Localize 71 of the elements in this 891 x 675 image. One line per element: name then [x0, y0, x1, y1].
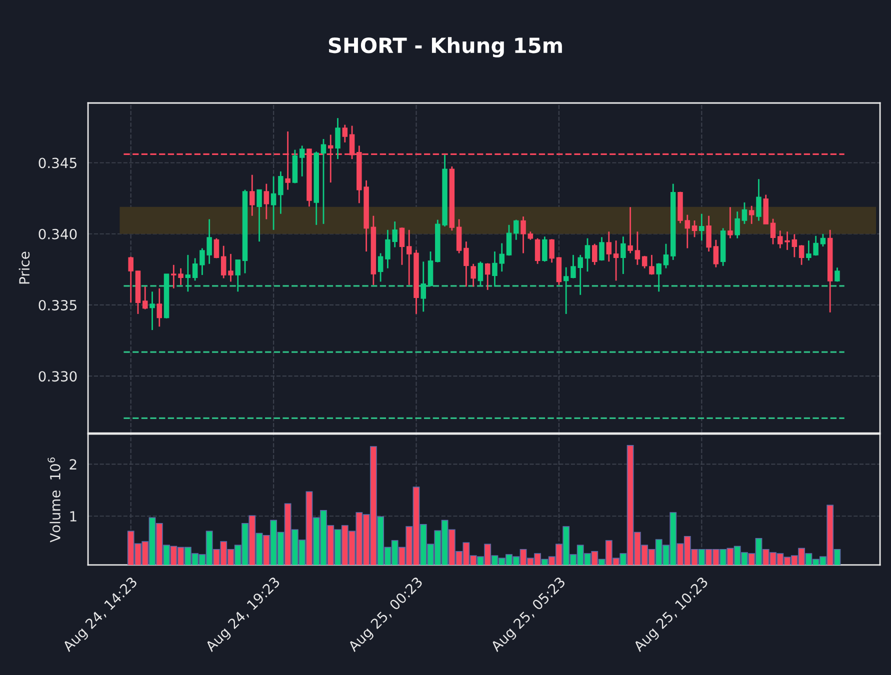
- candlestick: [514, 219, 519, 241]
- candlestick: [220, 245, 226, 279]
- candlestick: [706, 215, 712, 252]
- candlestick: [748, 205, 754, 225]
- candlestick: [834, 266, 840, 282]
- candlestick: [642, 255, 648, 269]
- candlestick: [634, 230, 640, 266]
- candlestick: [464, 240, 469, 288]
- candlestick: [584, 238, 590, 272]
- candlestick: [228, 253, 234, 282]
- y-tick-label: 0.335: [38, 300, 76, 310]
- candlestick: [235, 259, 240, 292]
- candlestick: [542, 236, 548, 262]
- candlestick: [820, 233, 826, 248]
- candlestick: [470, 263, 476, 288]
- candlestick: [506, 224, 512, 256]
- candlestick: [335, 117, 340, 160]
- candlestick: [592, 243, 598, 266]
- candlestick: [798, 244, 804, 266]
- candlestick: [613, 240, 619, 282]
- candlestick: [606, 230, 612, 262]
- candlestick: [620, 236, 626, 275]
- candlestick: [792, 233, 798, 258]
- y-tick-label: 2: [70, 459, 76, 470]
- candlestick: [250, 174, 255, 216]
- candlestick: [278, 170, 284, 215]
- candlestick: [728, 206, 733, 239]
- candlestick: [770, 218, 776, 245]
- candlestick: [713, 239, 719, 268]
- candlestick: [270, 176, 276, 231]
- candlestick: [563, 266, 569, 315]
- candlestick: [406, 229, 412, 286]
- candlestick: [534, 238, 540, 265]
- candlestick: [256, 189, 262, 242]
- y-tick-label: 1: [70, 511, 76, 522]
- candlestick: [649, 254, 654, 276]
- candlestick: [756, 178, 762, 222]
- candlestick: [742, 202, 748, 225]
- candlestick: [342, 124, 348, 144]
- candlestick: [656, 262, 662, 292]
- candlestick: [599, 236, 604, 262]
- candlestick: [549, 238, 554, 264]
- candlestick: [420, 260, 426, 312]
- candlestick: [378, 252, 384, 282]
- candlestick: [192, 258, 198, 282]
- candlestick: [320, 138, 326, 225]
- candlestick: [456, 218, 462, 254]
- candlestick: [185, 254, 191, 292]
- candlestick: [128, 256, 134, 304]
- y-tick-label: 0.345: [38, 158, 76, 168]
- candlestick: [484, 262, 490, 291]
- candlestick: [699, 213, 704, 242]
- candlestick: [478, 260, 484, 286]
- candlestick: [214, 238, 220, 259]
- candlestick: [299, 144, 305, 178]
- candlestick: [663, 243, 669, 269]
- candlestick: [399, 226, 405, 266]
- chart-title: SHORT - Khung 15m: [328, 37, 562, 58]
- y-tick-label: 0.340: [38, 228, 77, 240]
- candlestick: [684, 214, 690, 249]
- y-axis-title: Price: [18, 252, 30, 284]
- candlestick: [520, 216, 526, 254]
- candlestick: [142, 286, 148, 310]
- candlestick: [156, 288, 162, 328]
- y-tick-label: 0.330: [38, 371, 77, 382]
- candlestick: [628, 206, 633, 254]
- candlestick: [692, 220, 698, 238]
- candlestick: [734, 210, 740, 239]
- candlestick: [264, 183, 270, 220]
- y-axis-title: Volume 10$^{6}$: [48, 458, 60, 542]
- candlestick: [150, 290, 155, 331]
